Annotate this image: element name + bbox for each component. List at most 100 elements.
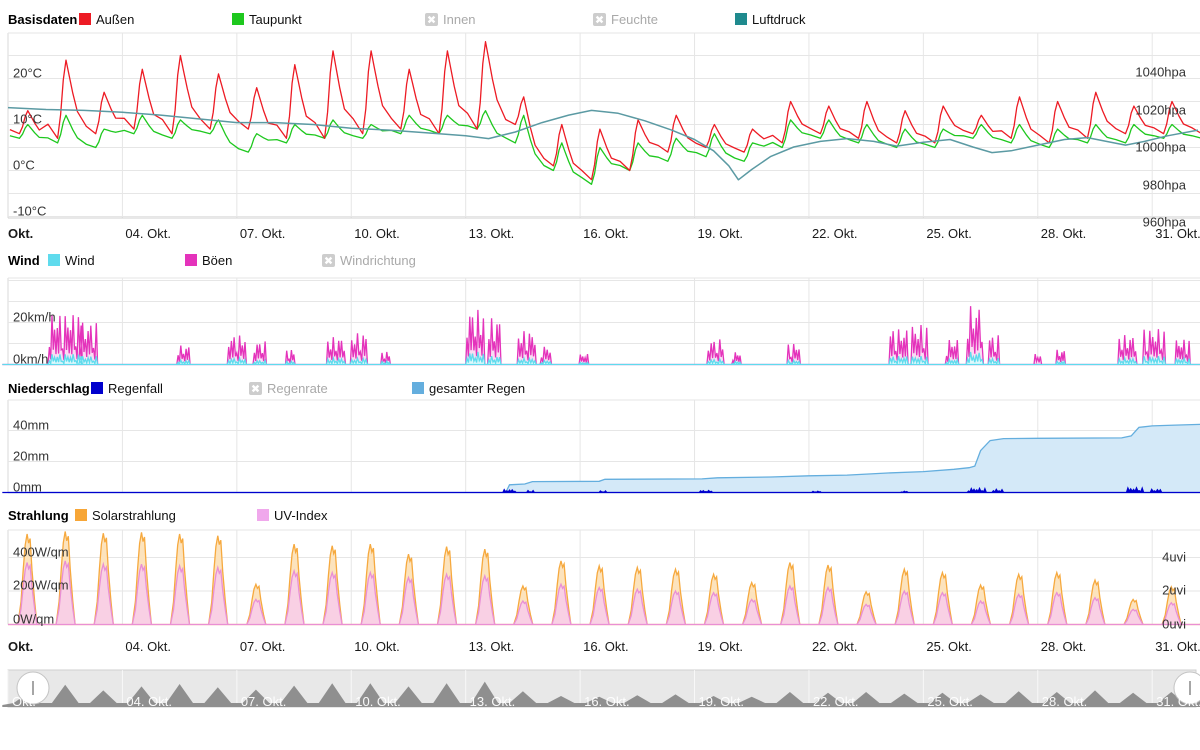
legend-label: Taupunkt [249, 11, 302, 27]
pane-title-niederschlag: Niederschlag [8, 381, 90, 396]
disabled-series-icon [249, 381, 262, 395]
legend-item-gesamter-regen[interactable]: gesamter Regen [412, 380, 525, 396]
x-axis-label: 22. Okt. [811, 226, 858, 241]
series-uv-index [8, 560, 1200, 626]
x-axis-label: 13. Okt. [468, 639, 515, 654]
x-axis-label: 19. Okt. [697, 226, 744, 241]
legend-label: Außen [96, 11, 135, 27]
y-axis-label-right: 2uvi [1162, 582, 1186, 598]
legend-swatch-icon [79, 13, 91, 25]
legend-item-windrichtung[interactable]: Windrichtung [322, 252, 416, 268]
navigator-date-label: 22. Okt. [812, 694, 859, 709]
y-axis-label-left: 400W/qm [13, 544, 69, 559]
navigator-date-label: 10. Okt. [355, 694, 401, 709]
y-axis-label-left: 0W/qm [13, 611, 55, 626]
x-axis-label: Okt. [8, 639, 34, 654]
disabled-series-icon [322, 253, 335, 267]
y-axis-label-left: 200W/qm [13, 577, 69, 593]
legend-label: Solarstrahlung [92, 507, 176, 523]
y-axis-label-left: 0km/h [13, 351, 49, 366]
x-axis-label: 31. Okt. [1155, 226, 1200, 241]
series-aussen [9, 41, 1200, 181]
disabled-series-icon [425, 12, 438, 26]
x-axis-label: 28. Okt. [1040, 639, 1087, 654]
legend-item-aussen[interactable]: Außen [79, 11, 134, 27]
x-axis-label: 28. Okt. [1040, 226, 1087, 241]
x-axis-label: 19. Okt. [697, 639, 744, 654]
legend-item-luftdruck[interactable]: Luftdruck [735, 11, 805, 27]
navigator-date-label: 07. Okt. [240, 694, 287, 709]
x-axis-label: 04. Okt. [125, 639, 171, 654]
navigator-date-label: 28. Okt. [1041, 694, 1088, 709]
navigator-handle-left[interactable] [16, 671, 50, 705]
legend-swatch-icon [232, 13, 244, 25]
legend-label: Böen [202, 252, 233, 268]
series-gesamter-regen [8, 423, 1200, 494]
legend-swatch-icon [75, 509, 87, 521]
legend-item-wind[interactable]: Wind [48, 252, 95, 268]
legend-label: gesamter Regen [429, 380, 526, 396]
y-axis-label-right: 1000hpa [1135, 139, 1186, 155]
legend-label: UV-Index [274, 507, 328, 523]
y-axis-label-left: 0mm [13, 479, 42, 494]
x-axis-label: Okt. [8, 226, 34, 241]
legend-swatch-icon [412, 382, 424, 394]
pane-strahlung [7, 529, 1200, 626]
x-axis-label: 31. Okt. [1155, 639, 1200, 654]
y-axis-label-left: 40mm [13, 417, 50, 432]
legend-swatch-icon [735, 13, 747, 25]
x-axis-label: 25. Okt. [926, 639, 972, 654]
legend-item-boen[interactable]: Böen [185, 252, 232, 268]
pane-title-wind: Wind [8, 253, 40, 268]
legend-item-feuchte[interactable]: Feuchte [593, 11, 658, 27]
navigator-overview-area [2, 681, 1200, 707]
y-axis-label-right: 1040hpa [1135, 64, 1186, 80]
navigator-date-label: Okt. [12, 694, 36, 709]
x-axis-label: 10. Okt. [354, 639, 400, 654]
legend-item-innen[interactable]: Innen [425, 11, 476, 27]
legend-item-regenfall[interactable]: Regenfall [91, 380, 163, 396]
legend-label: Regenfall [108, 380, 163, 396]
legend-swatch-icon [48, 254, 60, 266]
legend-item-solarstrahlung[interactable]: Solarstrahlung [75, 507, 176, 523]
legend-label: Luftdruck [752, 11, 806, 27]
legend-swatch-icon [91, 382, 103, 394]
y-axis-label-left: -10°C [13, 203, 47, 218]
legend-label: Wind [65, 252, 95, 268]
navigator-date-label: 16. Okt. [584, 694, 630, 709]
legend-swatch-icon [185, 254, 197, 266]
series-luftdruck [7, 106, 1199, 181]
y-axis-label-left: 20mm [13, 448, 50, 463]
legend-label: Feuchte [611, 11, 658, 27]
y-axis-label-left: 20°C [13, 65, 43, 80]
navigator-handle-right[interactable] [1173, 671, 1200, 705]
legend-item-taupunkt[interactable]: Taupunkt [232, 11, 302, 27]
y-axis-label-right: 0uvi [1162, 616, 1186, 631]
series-regenfall [2, 486, 1200, 494]
x-axis-label: 07. Okt. [239, 226, 286, 241]
pane-title-basisdaten: Basisdaten [8, 12, 78, 27]
series-taupunkt [9, 110, 1200, 185]
y-axis-label-left: 10°C [13, 111, 43, 126]
navigator-date-label: 13. Okt. [469, 694, 516, 709]
y-axis-label-right: 1020hpa [1135, 102, 1186, 117]
navigator-date-label: 25. Okt. [927, 694, 973, 709]
series-boen [2, 306, 1200, 366]
legend-item-uv-index[interactable]: UV-Index [257, 507, 327, 523]
legend-item-regenrate[interactable]: Regenrate [249, 380, 328, 396]
y-axis-label-left: 20km/h [13, 309, 56, 324]
disabled-series-icon [593, 12, 606, 26]
y-axis-label-left: 0°C [13, 157, 35, 172]
x-axis-label: 16. Okt. [583, 226, 629, 241]
series-wind [2, 351, 1200, 366]
pane-wind [2, 277, 1200, 366]
x-axis-label: 22. Okt. [811, 639, 858, 654]
y-axis-label-right: 960hpa [1142, 214, 1186, 230]
x-axis-label: 16. Okt. [583, 639, 629, 654]
legend-label: Regenrate [267, 380, 328, 396]
legend-swatch-icon [257, 509, 269, 521]
pane-niederschlag [2, 399, 1200, 494]
navigator-date-label: 31. Okt. [1156, 694, 1200, 709]
